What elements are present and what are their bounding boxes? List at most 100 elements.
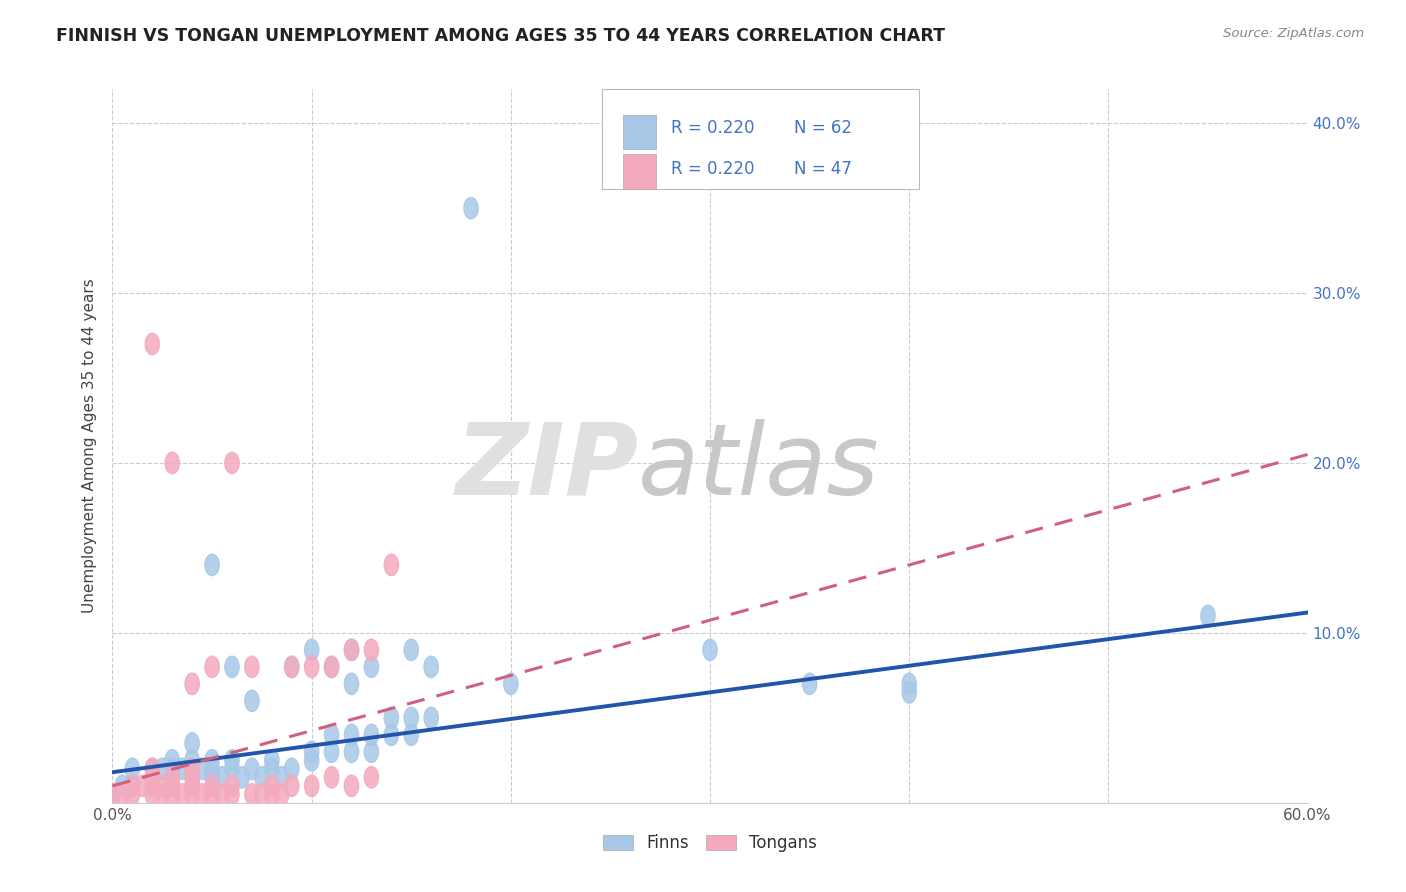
FancyBboxPatch shape (603, 89, 920, 189)
Ellipse shape (165, 775, 180, 797)
Ellipse shape (145, 766, 159, 788)
Ellipse shape (284, 657, 299, 678)
Ellipse shape (125, 758, 139, 780)
Ellipse shape (264, 775, 278, 797)
Ellipse shape (115, 783, 129, 805)
Ellipse shape (165, 758, 180, 780)
Ellipse shape (384, 707, 398, 729)
Ellipse shape (245, 657, 259, 678)
Ellipse shape (205, 554, 219, 575)
Ellipse shape (1201, 605, 1215, 626)
Ellipse shape (325, 724, 339, 746)
Ellipse shape (384, 554, 398, 575)
Text: FINNISH VS TONGAN UNEMPLOYMENT AMONG AGES 35 TO 44 YEARS CORRELATION CHART: FINNISH VS TONGAN UNEMPLOYMENT AMONG AGE… (56, 27, 945, 45)
Ellipse shape (125, 775, 139, 797)
Text: ZIP: ZIP (456, 419, 638, 516)
Ellipse shape (105, 783, 120, 805)
Ellipse shape (264, 758, 278, 780)
Ellipse shape (404, 707, 419, 729)
Ellipse shape (903, 673, 917, 695)
Ellipse shape (225, 657, 239, 678)
Ellipse shape (245, 783, 259, 805)
Ellipse shape (165, 766, 180, 788)
Ellipse shape (274, 783, 290, 805)
Ellipse shape (254, 766, 269, 788)
Ellipse shape (195, 783, 209, 805)
Text: N = 62: N = 62 (794, 119, 852, 137)
Ellipse shape (425, 707, 439, 729)
Ellipse shape (225, 452, 239, 474)
Ellipse shape (325, 766, 339, 788)
Ellipse shape (186, 673, 200, 695)
Ellipse shape (225, 783, 239, 805)
Ellipse shape (155, 758, 170, 780)
Ellipse shape (165, 766, 180, 788)
Ellipse shape (364, 657, 378, 678)
FancyBboxPatch shape (623, 114, 657, 149)
Ellipse shape (186, 775, 200, 797)
Ellipse shape (205, 766, 219, 788)
Ellipse shape (284, 758, 299, 780)
Ellipse shape (186, 732, 200, 754)
Ellipse shape (305, 749, 319, 771)
Ellipse shape (344, 741, 359, 763)
Ellipse shape (105, 783, 120, 805)
Ellipse shape (215, 766, 229, 788)
Ellipse shape (195, 758, 209, 780)
Ellipse shape (384, 724, 398, 746)
Ellipse shape (344, 775, 359, 797)
Ellipse shape (903, 681, 917, 703)
Ellipse shape (344, 724, 359, 746)
Ellipse shape (215, 783, 229, 805)
Ellipse shape (225, 775, 239, 797)
Ellipse shape (205, 758, 219, 780)
Ellipse shape (165, 452, 180, 474)
Ellipse shape (364, 640, 378, 661)
Ellipse shape (155, 775, 170, 797)
Ellipse shape (205, 657, 219, 678)
Ellipse shape (254, 783, 269, 805)
Ellipse shape (125, 775, 139, 797)
Ellipse shape (305, 775, 319, 797)
Ellipse shape (325, 741, 339, 763)
Ellipse shape (344, 673, 359, 695)
Ellipse shape (186, 783, 200, 805)
Ellipse shape (205, 775, 219, 797)
Ellipse shape (344, 640, 359, 661)
Ellipse shape (186, 758, 200, 780)
Ellipse shape (803, 673, 817, 695)
Ellipse shape (305, 741, 319, 763)
Ellipse shape (145, 775, 159, 797)
Ellipse shape (225, 758, 239, 780)
Ellipse shape (165, 783, 180, 805)
Ellipse shape (404, 640, 419, 661)
Ellipse shape (165, 775, 180, 797)
Ellipse shape (186, 766, 200, 788)
Ellipse shape (145, 766, 159, 788)
Ellipse shape (145, 783, 159, 805)
Ellipse shape (235, 766, 249, 788)
Ellipse shape (344, 640, 359, 661)
Ellipse shape (503, 673, 517, 695)
Text: N = 47: N = 47 (794, 160, 852, 178)
Ellipse shape (145, 758, 159, 780)
Legend: Finns, Tongans: Finns, Tongans (596, 828, 824, 859)
Ellipse shape (145, 334, 159, 355)
Ellipse shape (364, 724, 378, 746)
Ellipse shape (115, 775, 129, 797)
Ellipse shape (264, 783, 278, 805)
Ellipse shape (155, 783, 170, 805)
Ellipse shape (186, 749, 200, 771)
Ellipse shape (305, 657, 319, 678)
Ellipse shape (404, 724, 419, 746)
Ellipse shape (284, 657, 299, 678)
Ellipse shape (284, 775, 299, 797)
Ellipse shape (464, 197, 478, 219)
Text: R = 0.220: R = 0.220 (671, 119, 754, 137)
Ellipse shape (245, 690, 259, 712)
Ellipse shape (274, 766, 290, 788)
Ellipse shape (174, 783, 190, 805)
Ellipse shape (225, 749, 239, 771)
Ellipse shape (125, 783, 139, 805)
Ellipse shape (174, 758, 190, 780)
